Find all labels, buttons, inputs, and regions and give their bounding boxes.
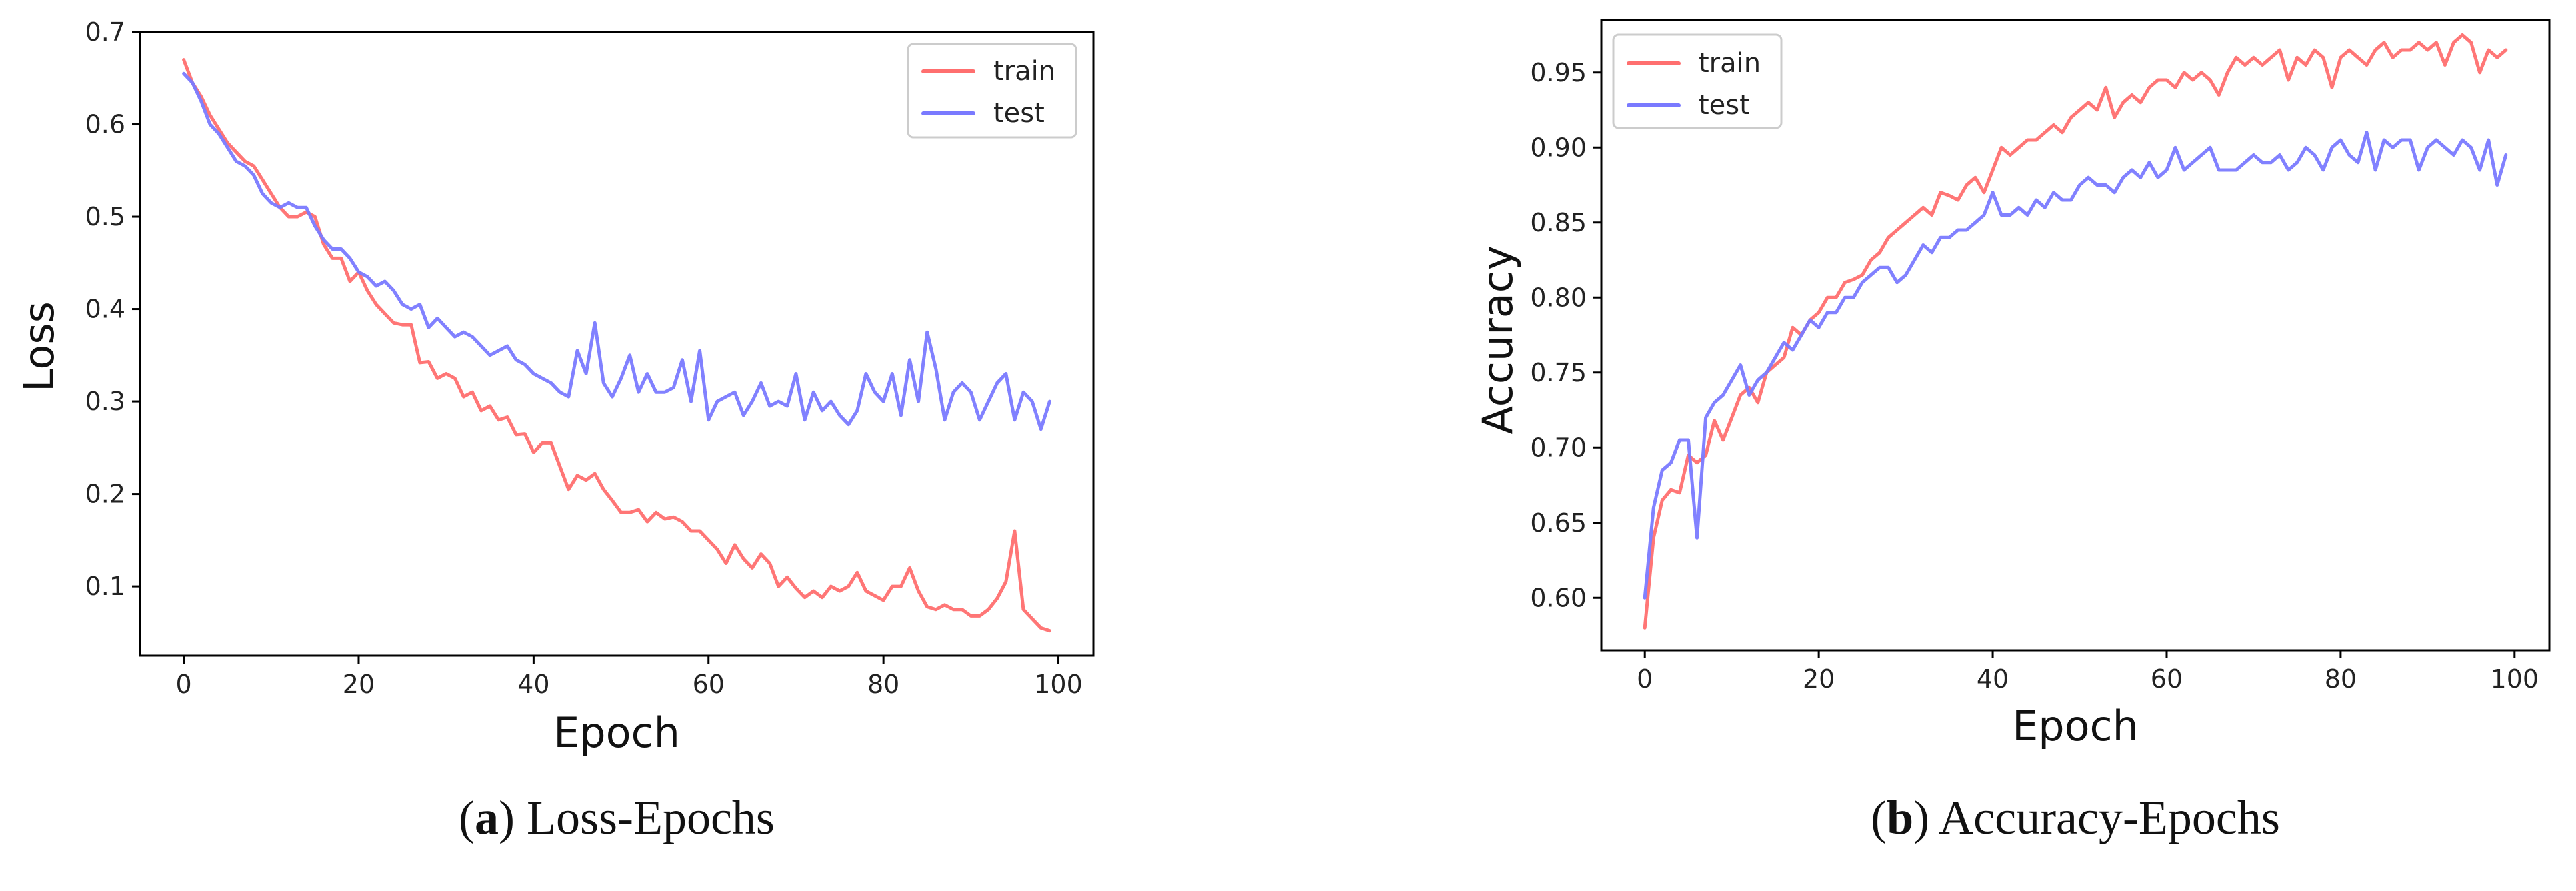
accuracy-x-tick-label: 40 — [1977, 664, 2009, 694]
loss-x-tick-label: 40 — [517, 670, 549, 699]
accuracy-y-tick-label: 0.60 — [1530, 583, 1587, 612]
loss-x-axis-label: Epoch — [553, 708, 680, 757]
loss-y-tick-label: 0.6 — [85, 110, 125, 139]
loss-legend-test-label: test — [993, 98, 1045, 129]
accuracy-y-tick-label: 0.75 — [1530, 358, 1587, 387]
accuracy-y-tick-label: 0.65 — [1530, 508, 1587, 538]
loss-x-tick-label: 60 — [693, 670, 725, 699]
accuracy-caption: (b) Accuracy-Epochs — [1871, 791, 2280, 844]
loss-caption: (a) Loss-Epochs — [459, 791, 775, 844]
loss-test-line — [182, 71, 1051, 431]
accuracy-x-tick-label: 60 — [2151, 664, 2183, 694]
accuracy-caption-letter: b — [1887, 791, 1913, 844]
loss-train-line — [182, 58, 1051, 633]
accuracy-legend: train test — [1612, 33, 1783, 129]
loss-y-tick-label: 0.3 — [85, 387, 125, 416]
accuracy-series — [1643, 33, 2508, 630]
accuracy-x-tick-label: 100 — [2491, 664, 2539, 694]
accuracy-x-tick-label: 0 — [1637, 664, 1653, 694]
loss-legend: train test — [907, 43, 1077, 139]
loss-y-tick-label: 0.2 — [85, 480, 125, 509]
accuracy-chart: 0 20 40 60 80 100 0.60 0.65 0.70 0.75 0.80 0.85 0.90… — [1473, 19, 2551, 844]
accuracy-legend-test-label: test — [1699, 90, 1750, 121]
accuracy-y-tick-label: 0.85 — [1530, 208, 1587, 237]
loss-y-axis-label: Loss — [15, 301, 63, 392]
accuracy-x-tick-label: 80 — [2325, 664, 2357, 694]
loss-y-tick-label: 0.7 — [85, 17, 125, 47]
loss-ticks: 0 20 40 60 80 100 0.1 0.2 0.3 0.4 0.5 0.6 0.7 — [85, 17, 1083, 699]
loss-caption-text: Loss-Epochs — [527, 791, 775, 844]
loss-caption-letter: a — [475, 791, 499, 844]
accuracy-ticks: 0 20 40 60 80 100 0.60 0.65 0.70 0.75 0.80 0.85 0.90… — [1530, 58, 2539, 694]
loss-y-tick-label: 0.5 — [85, 202, 125, 231]
accuracy-train-line — [1643, 33, 2508, 630]
loss-x-tick-label: 100 — [1034, 670, 1083, 699]
accuracy-legend-train-label: train — [1699, 48, 1761, 79]
accuracy-y-tick-label: 0.90 — [1530, 133, 1587, 162]
accuracy-y-tick-label: 0.80 — [1530, 283, 1587, 312]
accuracy-y-tick-label: 0.95 — [1530, 58, 1587, 87]
loss-y-tick-label: 0.1 — [85, 572, 125, 601]
loss-series — [182, 58, 1051, 633]
accuracy-x-tick-label: 20 — [1803, 664, 1835, 694]
accuracy-y-axis-label: Accuracy — [1473, 245, 1522, 434]
accuracy-caption-text: Accuracy-Epochs — [1939, 791, 2280, 844]
loss-legend-train-label: train — [993, 56, 1055, 87]
accuracy-y-tick-label: 0.70 — [1530, 433, 1587, 462]
loss-x-tick-label: 80 — [867, 670, 899, 699]
accuracy-x-axis-label: Epoch — [2012, 702, 2139, 750]
loss-y-tick-label: 0.4 — [85, 295, 125, 324]
loss-x-tick-label: 0 — [176, 670, 192, 699]
accuracy-test-line — [1643, 131, 2508, 600]
loss-plot-frame — [139, 31, 1095, 657]
accuracy-plot-frame — [1600, 19, 2551, 652]
loss-x-tick-label: 20 — [343, 670, 375, 699]
